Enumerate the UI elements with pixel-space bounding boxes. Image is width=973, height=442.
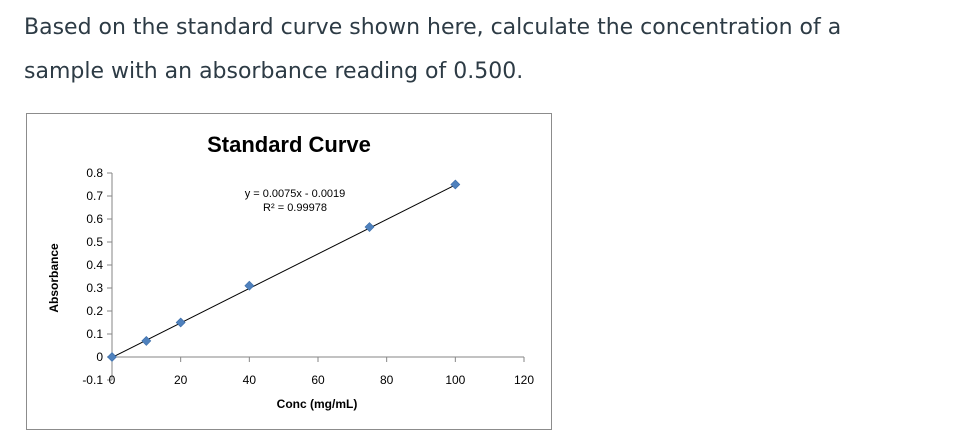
y-tick-label: 0.8	[86, 166, 103, 180]
x-tick-label: 0	[109, 373, 116, 387]
x-tick-label: 60	[311, 373, 325, 387]
y-tick-label: 0.7	[86, 189, 103, 203]
data-point	[175, 317, 186, 328]
chart-frame: Standard Curve Absorbance Conc (mg/mL) y…	[26, 113, 552, 430]
y-tick-label: -0.1	[82, 373, 103, 387]
y-axis-label: Absorbance	[47, 243, 61, 313]
question-line-1: Based on the standard curve shown here, …	[24, 15, 842, 40]
y-tick-label: 0	[96, 350, 103, 364]
x-tick-label: 80	[380, 373, 394, 387]
data-point	[141, 335, 152, 346]
x-tick-label: 100	[445, 373, 465, 387]
y-tick-label: 0.6	[86, 212, 103, 226]
y-tick-label: 0.5	[86, 235, 103, 249]
trendline-equation: y = 0.0075x - 0.0019	[245, 188, 346, 200]
trendline	[111, 184, 456, 358]
x-tick-label: 40	[243, 373, 257, 387]
x-axis-label: Conc (mg/mL)	[277, 397, 358, 411]
y-tick-label: 0.2	[86, 304, 103, 318]
trendline-r-squared: R² = 0.99978	[263, 202, 327, 214]
standard-curve-chart: Standard Curve Absorbance Conc (mg/mL) y…	[47, 132, 534, 411]
chart-title: Standard Curve	[207, 132, 371, 157]
y-tick-label: 0.3	[86, 281, 103, 295]
question-text: Based on the standard curve shown here, …	[24, 6, 964, 94]
question-line-2: sample with an absorbance reading of 0.5…	[24, 59, 524, 84]
y-tick-label: 0.4	[86, 258, 103, 272]
y-tick-label: 0.1	[86, 327, 103, 341]
x-tick-label: 20	[174, 373, 188, 387]
data-point	[107, 352, 117, 362]
x-tick-label: 120	[514, 373, 534, 387]
data-point	[450, 179, 461, 190]
data-point	[244, 280, 255, 291]
data-point	[364, 222, 375, 232]
